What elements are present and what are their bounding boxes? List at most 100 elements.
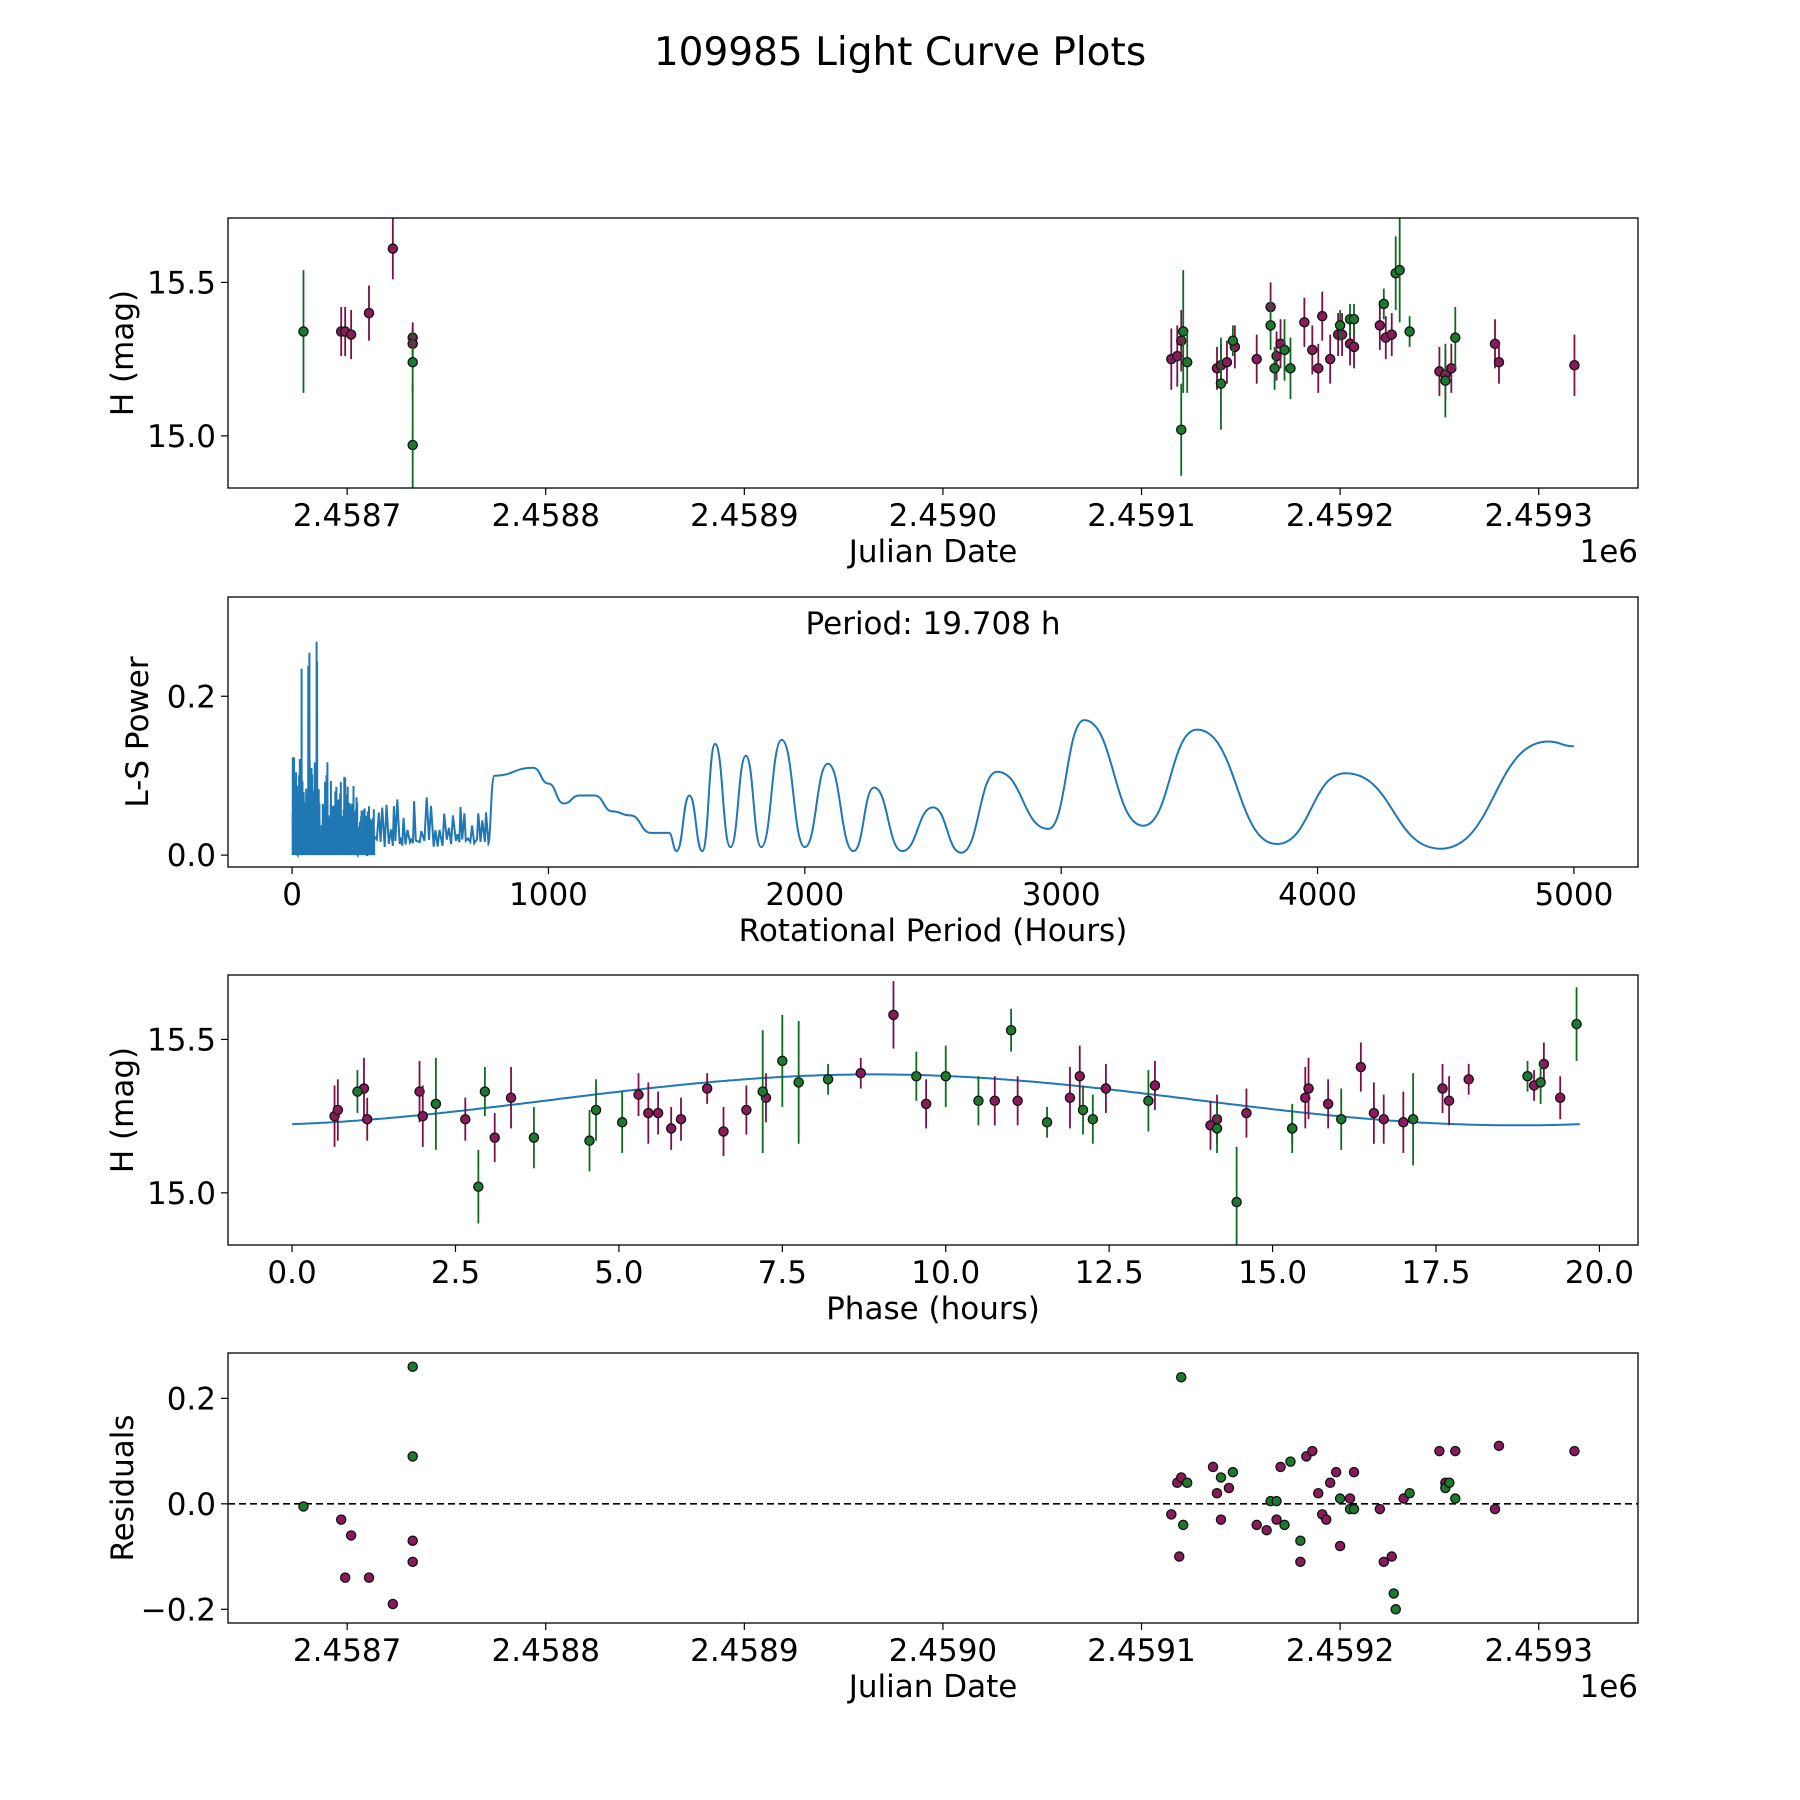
phased-point-green [1535, 1077, 1546, 1088]
periodogram-xtick-label: 0 [282, 877, 302, 913]
residuals-point-magenta [1275, 1461, 1286, 1473]
residuals-point-magenta [339, 1572, 351, 1583]
residuals-point-magenta [335, 1514, 347, 1525]
residuals-ylabel: Residuals [105, 1414, 141, 1561]
phased-point-green [793, 1077, 804, 1088]
periodogram-xlabel: Rotational Period (Hours) [739, 913, 1128, 949]
periodogram-ytick-label: 0.2 [167, 679, 216, 715]
lightcurve-point-magenta [1324, 353, 1336, 365]
phased-point-magenta [1443, 1095, 1455, 1107]
lightcurve-point-green [1265, 320, 1276, 331]
residuals-point-magenta [1324, 1477, 1336, 1488]
lightcurve-point-green [1440, 375, 1451, 386]
residuals-point-green [1181, 1477, 1193, 1488]
lightcurve-point-magenta [1386, 329, 1397, 340]
phased-xtick-label: 5.0 [594, 1255, 643, 1291]
phased-point-green [590, 1104, 602, 1116]
periodogram-ytick-label: 0.0 [167, 838, 216, 874]
phased-point-green [1005, 1024, 1017, 1036]
residuals-point-magenta [1334, 1540, 1346, 1552]
lightcurve-x-offset-label: 1e6 [1579, 534, 1638, 570]
periodogram-xtick-label: 1000 [509, 877, 588, 913]
phased-point-magenta [652, 1107, 664, 1119]
residuals-ytick-label: −0.2 [141, 1592, 216, 1628]
residuals-point-magenta [1271, 1514, 1282, 1525]
residuals-point-green [1334, 1493, 1346, 1504]
phased-point-magenta [1437, 1083, 1448, 1094]
residuals-xtick-label: 2.4589 [690, 1633, 798, 1669]
residuals-point-magenta [1489, 1503, 1501, 1515]
phased-point-magenta [633, 1089, 644, 1100]
phased-ylabel: H (mag) [105, 1047, 141, 1173]
lightcurve-point-magenta [1251, 353, 1262, 365]
lightcurve-ytick-label: 15.5 [147, 265, 216, 301]
residuals-point-green [1390, 1604, 1401, 1615]
periodogram-ylabel: L-S Power [120, 656, 156, 807]
phased-fit-line [292, 1073, 1580, 1127]
lightcurve-point-green [1175, 424, 1187, 435]
phased-xtick-label: 0.0 [267, 1255, 316, 1291]
periodogram-xtick-label: 3000 [1022, 877, 1101, 913]
phased-point-magenta [989, 1095, 1001, 1107]
phased-point-green [940, 1071, 951, 1082]
phased-point-magenta [701, 1083, 713, 1094]
periodogram-plot-area [291, 641, 1574, 859]
lightcurve-point-green [1269, 363, 1280, 374]
residuals-point-magenta [1378, 1556, 1390, 1568]
residuals-point-magenta [1330, 1466, 1342, 1478]
residuals-plot-area [228, 1361, 1638, 1615]
residuals-panel: 2.4587 2.4588 2.4589 2.4590 2.4591 2.4592 2.45… [105, 1352, 1639, 1705]
residuals-point-green [1295, 1535, 1306, 1546]
residuals-point-magenta [1386, 1551, 1397, 1562]
residuals-point-magenta [1215, 1514, 1227, 1525]
phased-point-green [911, 1071, 922, 1082]
phased-xlabel: Phase (hours) [826, 1291, 1040, 1327]
phased-point-magenta [1100, 1083, 1112, 1094]
phased-point-magenta [888, 1009, 899, 1021]
phased-point-green [430, 1098, 442, 1110]
phased-point-magenta [332, 1104, 344, 1116]
phased-point-green [1522, 1071, 1533, 1082]
lightcurve-point-green [407, 439, 418, 451]
lightcurve-xlabel: Julian Date [847, 534, 1018, 570]
residuals-point-green [1177, 1519, 1189, 1531]
phased-plot-area [292, 981, 1582, 1245]
residuals-point-green [1348, 1503, 1360, 1515]
phased-point-green [616, 1117, 628, 1128]
residuals-point-magenta [1434, 1445, 1445, 1457]
lightcurve-point-magenta [1569, 360, 1580, 371]
residuals-ytick-label: 0.2 [167, 1381, 216, 1417]
phased-point-green [777, 1055, 788, 1067]
phased-point-magenta [1303, 1083, 1314, 1094]
lightcurve-ylabel: H (mag) [105, 290, 141, 416]
phased-frame [227, 974, 1639, 1246]
periodogram-annotation: Period: 19.708 h [806, 606, 1061, 642]
lightcurve-point-magenta [387, 243, 399, 254]
residuals-xlabel: Julian Date [847, 1669, 1018, 1705]
phased-point-green [479, 1086, 491, 1097]
lightcurve-xtick-label: 2.4589 [690, 498, 798, 534]
phased-point-green [1211, 1123, 1223, 1134]
lightcurve-point-green [1348, 313, 1360, 325]
lightcurve-point-magenta [1493, 356, 1505, 368]
lightcurve-point-green [1404, 326, 1415, 337]
residuals-point-magenta [1450, 1445, 1461, 1457]
residuals-point-magenta [387, 1598, 399, 1610]
lightcurve-xtick-label: 2.4587 [293, 498, 401, 534]
periodogram-xtick-label: 5000 [1534, 877, 1613, 913]
phased-point-green [1077, 1104, 1089, 1116]
residuals-point-green [1450, 1493, 1461, 1504]
lightcurve-point-magenta [1299, 317, 1310, 328]
phased-point-magenta [361, 1113, 373, 1125]
periodogram-panel: 0 1000 2000 3000 4000 5000 0.0 0.2 Rotational Pe… [120, 596, 1639, 949]
phased-point-green [584, 1135, 595, 1146]
residuals-point-green [1271, 1495, 1282, 1507]
periodogram-line [291, 641, 1574, 859]
lightcurve-point-magenta [1307, 344, 1318, 356]
lightcurve-point-green [1378, 298, 1390, 310]
phased-point-magenta [665, 1123, 677, 1134]
residuals-point-magenta [1251, 1519, 1262, 1531]
residuals-point-magenta [407, 1556, 418, 1568]
lightcurve-point-green [1334, 320, 1346, 331]
